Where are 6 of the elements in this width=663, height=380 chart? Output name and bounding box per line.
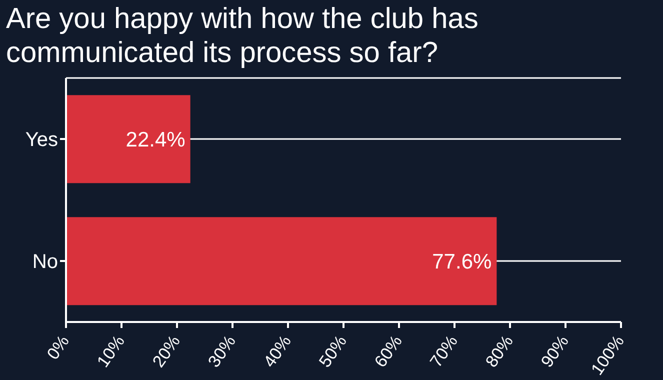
chart-title: Are you happy with how the club has communicated its process so far? [5, 2, 480, 70]
data-label: 22.4% [126, 128, 186, 152]
data-label: 77.6% [432, 250, 492, 274]
y-tick-label: No [32, 251, 58, 274]
x-tick-label: 0% [43, 332, 73, 363]
y-tick-label: Yes [25, 129, 58, 152]
